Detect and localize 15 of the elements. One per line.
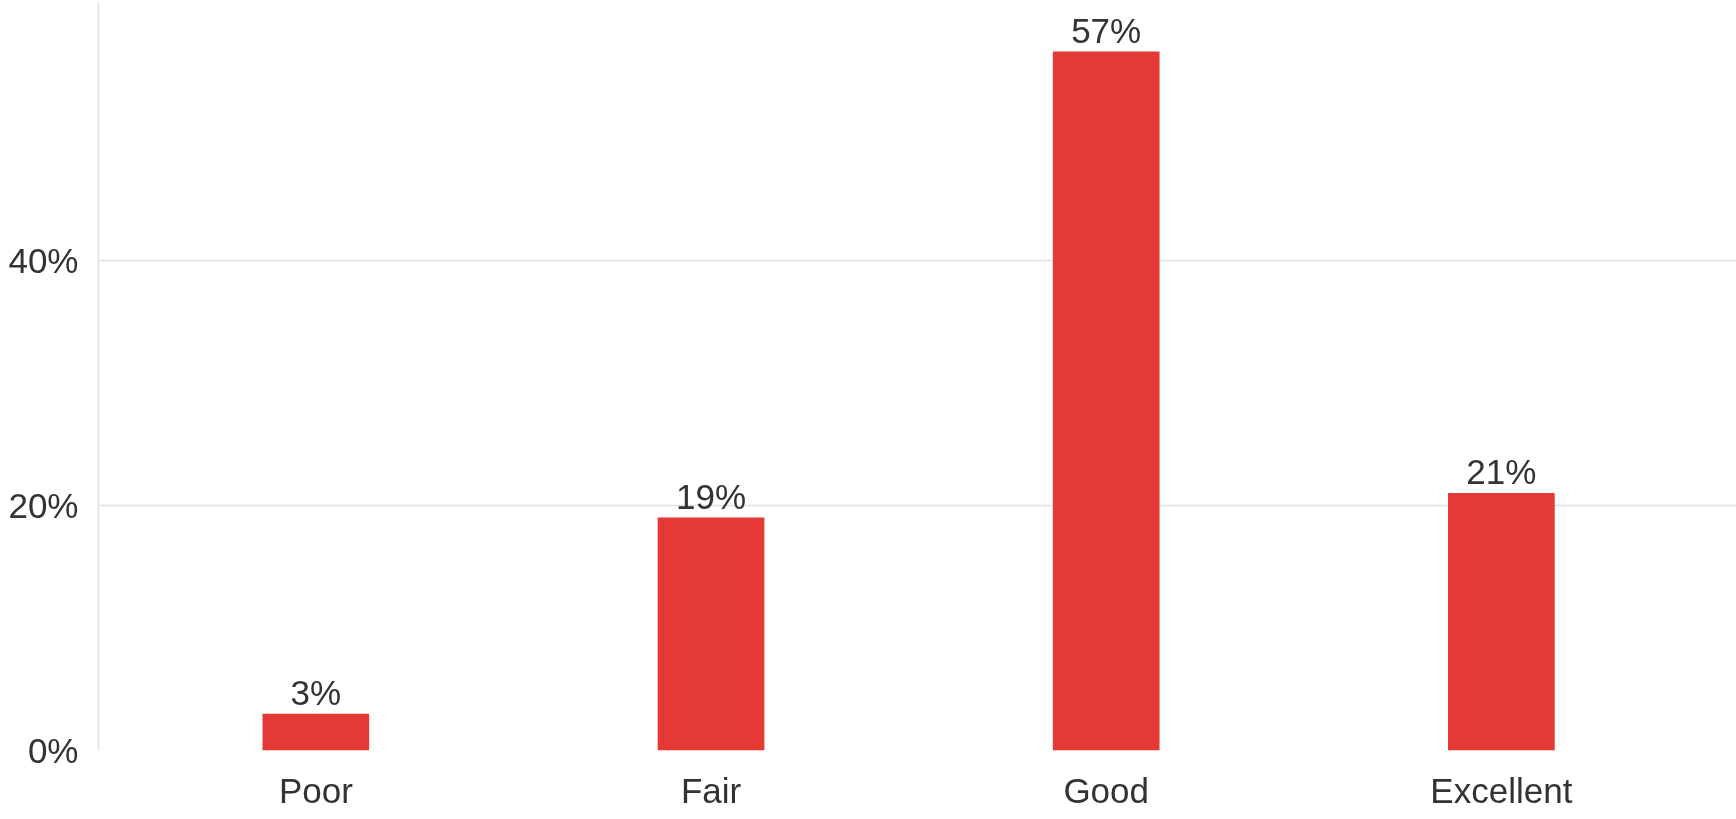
bar — [1052, 51, 1160, 751]
y-tick-label: 40% — [8, 240, 79, 280]
y-tick-label: 0% — [27, 731, 79, 770]
bar — [262, 713, 370, 751]
data-label: 3% — [290, 672, 342, 712]
x-tick-label: Fair — [680, 770, 742, 810]
data-label: 57% — [1071, 10, 1142, 50]
x-tick-label: Good — [1063, 770, 1150, 810]
x-tick-label: Poor — [278, 770, 354, 810]
bar — [1448, 492, 1555, 751]
bar — [657, 517, 765, 751]
data-label: 21% — [1466, 451, 1537, 491]
data-label: 19% — [676, 476, 747, 516]
y-tick-label: 20% — [8, 485, 79, 525]
x-tick-label: Excellent — [1430, 770, 1573, 810]
